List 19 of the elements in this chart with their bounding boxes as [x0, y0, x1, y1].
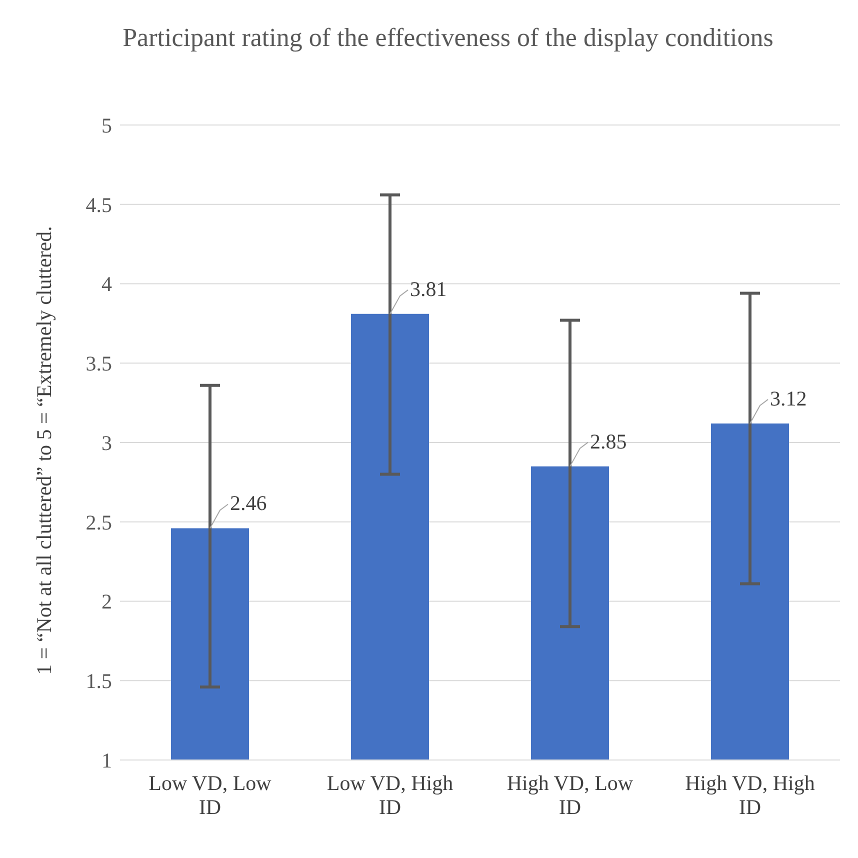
y-tick-label: 1 — [102, 748, 112, 772]
y-tick-label: 1.5 — [86, 669, 112, 694]
x-tick-label: Low VD, Low ID — [148, 771, 272, 819]
y-tick-label: 2 — [102, 590, 112, 614]
y-tick-label: 2.5 — [86, 510, 112, 534]
data-label: 2.85 — [590, 429, 627, 454]
data-label: 3.12 — [770, 386, 807, 410]
data-label: 3.81 — [410, 276, 447, 301]
x-tick-label: Low VD, High ID — [326, 771, 454, 819]
y-tick-label: 5 — [102, 113, 112, 138]
y-tick-label: 3 — [102, 430, 112, 455]
y-axis-title: 1 = “Not at all cluttered” to 5 = “Extremely cluttered. — [32, 226, 56, 674]
y-tick-label: 3.5 — [86, 352, 112, 376]
chart-title: Participant rating of the effectiveness of the display conditions — [122, 22, 774, 54]
x-tick-label: High VD, Low ID — [506, 771, 634, 819]
data-label: 2.46 — [230, 491, 267, 516]
x-tick-label: High VD, High ID — [685, 771, 816, 819]
y-tick-label: 4.5 — [86, 192, 112, 217]
y-tick-label: 4 — [102, 272, 112, 296]
